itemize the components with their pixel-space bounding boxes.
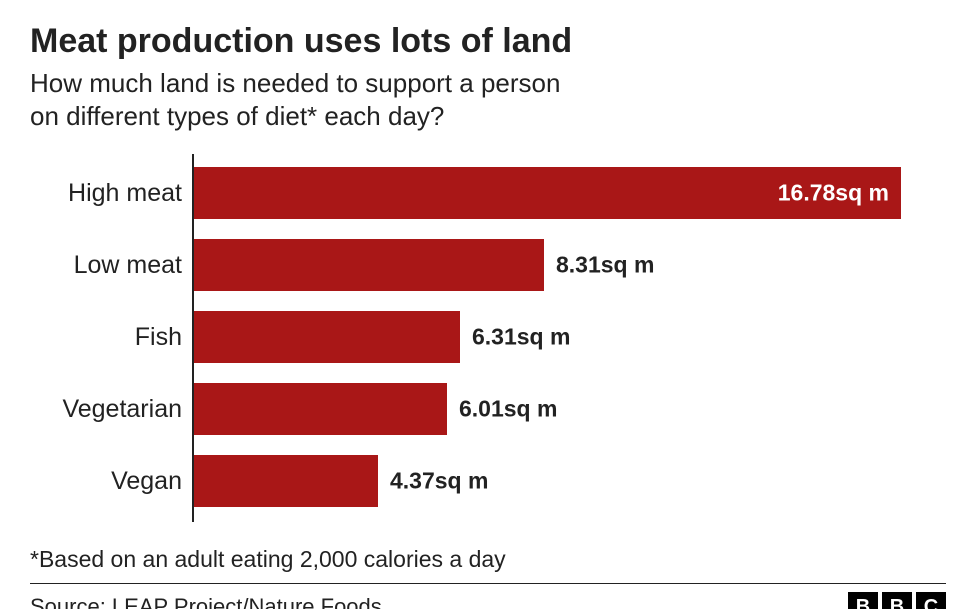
bar-value-label: 6.01sq m <box>459 396 557 423</box>
bar-value-label: 8.31sq m <box>556 252 654 279</box>
bar: 16.78sq m <box>194 167 901 219</box>
subtitle-line-1: How much land is needed to support a per… <box>30 68 560 98</box>
plot-area: 16.78sq m 8.31sq m 6.31sq m 6.01sq m 4.37sq … <box>192 154 946 522</box>
bar <box>194 383 447 435</box>
category-label: Low meat <box>30 251 182 280</box>
subtitle-line-2: on different types of diet* each day? <box>30 101 444 131</box>
footnote: *Based on an adult eating 2,000 calories… <box>30 546 946 573</box>
bbc-logo: BBC <box>848 592 946 609</box>
footer: Source: LEAP Project/Nature Foods BBC <box>30 584 946 609</box>
bar <box>194 311 460 363</box>
bar-value-label: 16.78sq m <box>778 180 889 207</box>
bar-chart: High meat Low meat Fish Vegetarian Vegan 16.… <box>30 154 946 522</box>
category-label: Fish <box>30 323 182 352</box>
bbc-logo-letter: B <box>848 592 878 609</box>
bar <box>194 455 378 507</box>
category-label: High meat <box>30 179 182 208</box>
chart-container: Meat production uses lots of land How mu… <box>0 0 976 609</box>
chart-title: Meat production uses lots of land <box>30 22 946 61</box>
bar-value-label: 6.31sq m <box>472 324 570 351</box>
category-label: Vegan <box>30 467 182 496</box>
bbc-logo-letter: B <box>882 592 912 609</box>
source-text: Source: LEAP Project/Nature Foods <box>30 594 382 609</box>
bbc-logo-letter: C <box>916 592 946 609</box>
chart-subtitle: How much land is needed to support a per… <box>30 67 946 132</box>
bar <box>194 239 544 291</box>
y-axis-labels: High meat Low meat Fish Vegetarian Vegan <box>30 154 192 522</box>
bar-value-label: 4.37sq m <box>390 468 488 495</box>
category-label: Vegetarian <box>30 395 182 424</box>
